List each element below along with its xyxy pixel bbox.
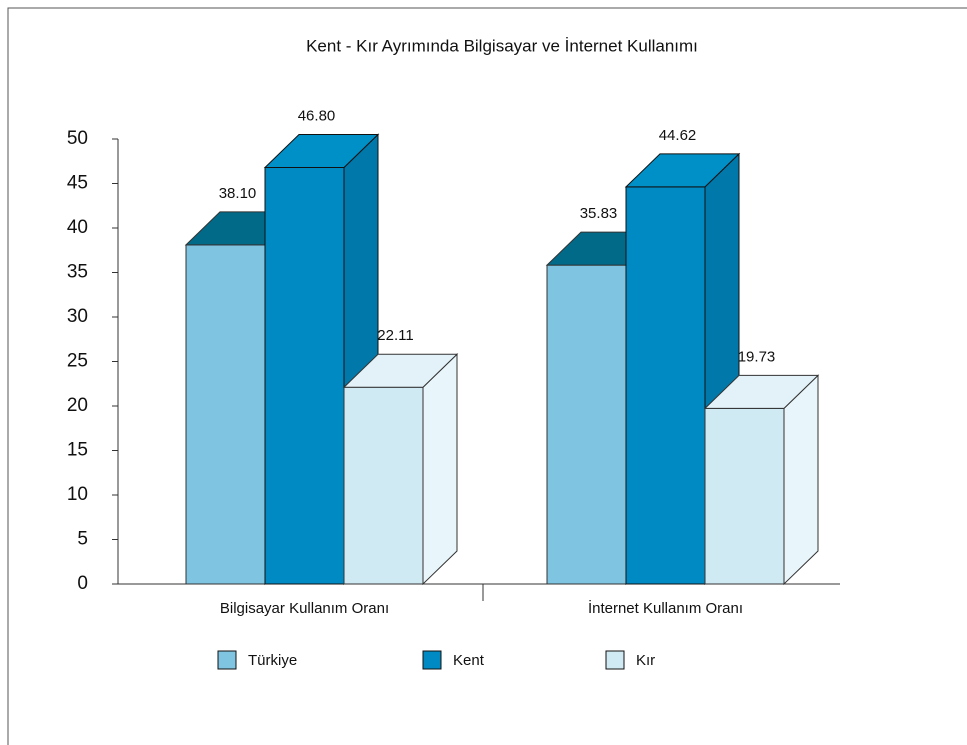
y-tick-label: 45 — [67, 173, 88, 194]
legend-label: Kır — [636, 652, 655, 669]
bar-top — [263, 133, 380, 168]
bar-front — [704, 407, 785, 585]
y-tick-label: 40 — [67, 217, 88, 238]
legend-swatch — [217, 650, 237, 670]
value-label: 19.73 — [738, 348, 776, 365]
y-tick-label: 10 — [67, 484, 88, 505]
x-tick-label: Bilgisayar Kullanım Oranı — [220, 600, 389, 617]
bar-front — [546, 264, 627, 585]
y-tick-label: 50 — [67, 128, 88, 149]
y-tick-label: 35 — [67, 262, 88, 283]
bar-side — [783, 374, 819, 586]
bar-front — [343, 386, 424, 585]
y-tick-label: 25 — [67, 351, 88, 372]
legend-swatch — [605, 650, 625, 670]
value-label: 44.62 — [659, 127, 697, 144]
bar-front — [625, 186, 706, 585]
bar-front — [185, 244, 266, 585]
bar-front — [264, 166, 345, 585]
x-tick-label: İnternet Kullanım Oranı — [588, 599, 743, 617]
y-tick-label: 5 — [77, 529, 88, 550]
legend-swatch — [422, 650, 442, 670]
y-tick-label: 30 — [67, 306, 88, 327]
y-tick-label: 15 — [67, 440, 88, 461]
value-label: 35.83 — [580, 205, 618, 222]
frame — [7, 7, 967, 745]
legend-label: Kent — [453, 652, 485, 669]
y-tick-label: 20 — [67, 395, 88, 416]
value-label: 22.11 — [377, 327, 413, 344]
value-label: 38.10 — [219, 185, 257, 202]
y-tick-label: 0 — [77, 573, 88, 594]
bar-top — [342, 353, 459, 388]
bar-side — [422, 353, 458, 586]
legend-label: Türkiye — [248, 652, 297, 669]
chart-title: Kent - Kır Ayrımında Bilgisayar ve İnter… — [306, 36, 698, 55]
bar-top — [703, 374, 820, 409]
value-label: 46.80 — [298, 107, 336, 124]
bar-top — [624, 153, 741, 188]
